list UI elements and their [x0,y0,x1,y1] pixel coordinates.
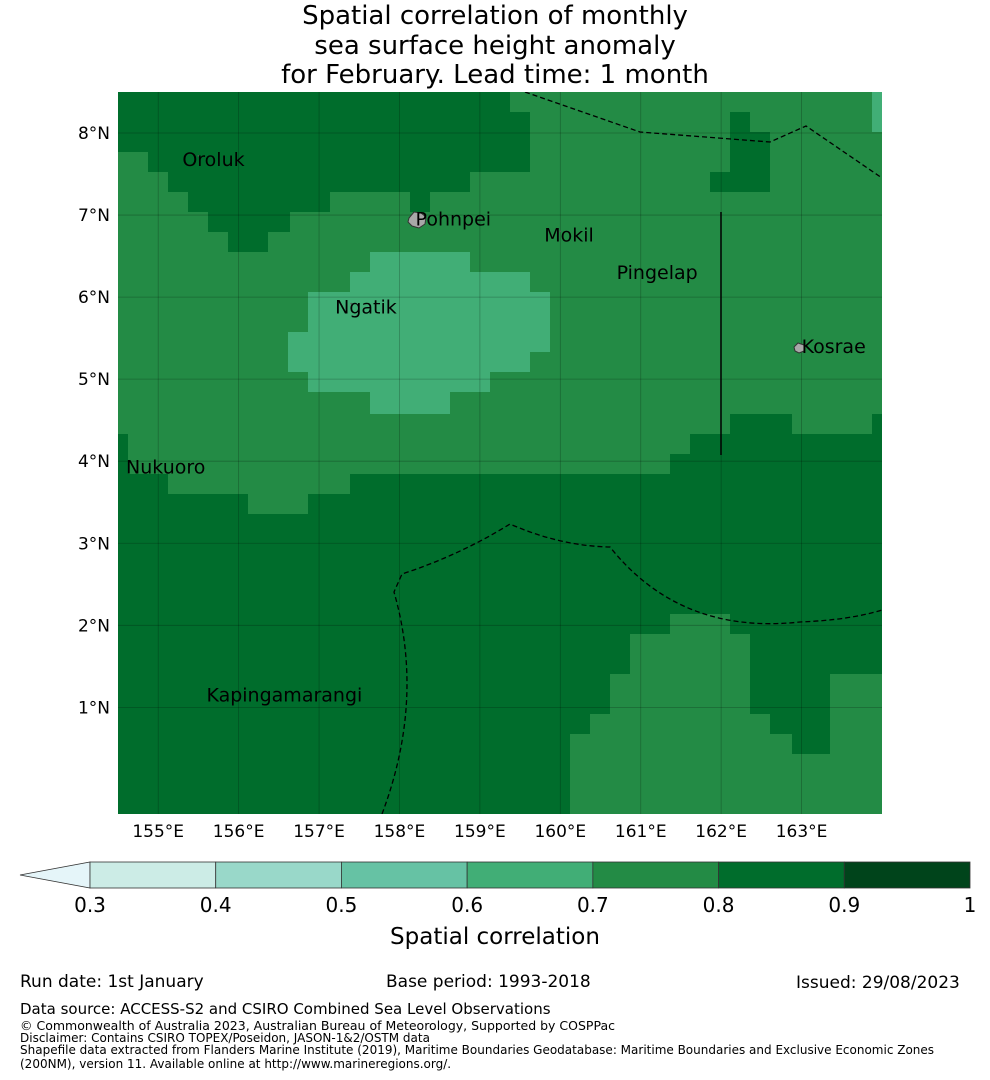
island-marker [631,268,634,270]
lat-tick-label: 7°N [78,206,110,226]
region-central-moderate-correlation [288,252,550,414]
island-label: Pohnpei [416,209,492,231]
islands: Oroluk Pohnpei Mokil Pingelap Ngatik Kosrae Nu… [126,149,866,707]
region-north-high-correlation [118,92,530,252]
title-line-1: Spatial correlation of monthly [302,1,688,31]
correlation-map: Oroluk Pohnpei Mokil Pingelap Ngatik Kosrae Nu… [118,92,882,814]
lat-tick-label: 1°N [78,698,110,718]
region-south-high-correlation [118,414,882,814]
title-line-3: for February. Lead time: 1 month [281,60,709,90]
eez-boundary-north [524,92,882,179]
eez-boundaries [381,92,882,814]
island-marker [221,690,224,693]
colorbar-segment [215,861,342,889]
colorbar-extend-arrow [19,861,91,889]
copyright: © Commonwealth of Australia 2023, Austra… [20,1018,615,1033]
colorbar-tick-label: 0.9 [828,893,860,917]
lat-tick-label: 8°N [78,124,110,144]
island-label: Pingelap [617,262,698,284]
lon-tick-label: 158°E [374,822,426,842]
island-marker [816,342,819,344]
title-line-2: sea surface height anomaly [314,30,676,61]
lat-tick-label: 2°N [78,616,110,636]
island-marker [350,302,352,305]
island-label: Oroluk [182,149,244,171]
shapefile-credit-line1: Shapefile data extracted from Flanders M… [20,1043,935,1057]
colorbar-tick-label: 1 [964,893,977,917]
colorbar-label: Spatial correlation [390,924,600,950]
colorbar-tick-label: 0.7 [577,893,609,917]
island-marker [141,462,143,465]
lon-tick-label: 159°E [454,822,506,842]
lon-tick-label: 155°E [132,822,184,842]
run-date: Run date: 1st January [20,972,204,992]
region-northeast-high-correlation [710,112,770,192]
island-marker [430,214,433,217]
lat-tick-label: 6°N [78,288,110,308]
chart-title: Spatial correlation of monthly sea surfa… [0,1,990,91]
island-label: Ngatik [335,297,397,319]
colorbar-tick-label: 0.6 [451,893,483,917]
pohnpei-island-shape [407,211,427,229]
lon-tick-label: 162°E [695,822,747,842]
lon-tick-label: 156°E [213,822,265,842]
gridlines [118,92,882,814]
colorbar-segment [718,861,845,889]
data-source: Data source: ACCESS-S2 and CSIRO Combine… [20,1000,551,1018]
base-period: Base period: 1993-2018 [386,972,591,992]
kosrae-island-shape [793,342,805,354]
colorbar-segment [466,861,594,889]
island-label: Kosrae [802,336,866,358]
colorbar-segment [89,861,217,889]
lon-tick-label: 157°E [293,822,345,842]
lat-tick-label: 4°N [78,452,110,472]
colorbar: 0.3 0.4 0.5 0.6 0.7 0.8 0.9 1 [19,861,977,917]
lat-tick-label: 5°N [78,370,110,390]
colorbar-tick-label: 0.3 [74,893,106,917]
island-marker [197,155,200,157]
region-corner-moderate-correlation [872,92,882,132]
colorbar-segment [341,861,468,889]
island-marker [559,230,562,233]
colorbar-tick-label: 0.8 [703,893,735,917]
island-label: Nukuoro [126,457,205,479]
lon-tick-label: 161°E [615,822,667,842]
shapefile-credit-line2: (200NM), version 11. Available online at… [20,1057,452,1071]
lon-tick-label: 160°E [534,822,586,842]
map-figure: Oroluk Pohnpei Mokil Pingelap Ngatik Kosrae Nu… [19,92,977,950]
lat-tick-label: 3°N [78,534,110,554]
island-label: Mokil [544,224,594,246]
colorbar-segment [592,861,719,889]
colorbar-tick-label: 0.5 [326,893,358,917]
axis-labels: 155°E 156°E 157°E 158°E 159°E 160°E 161°E 162°E… [78,124,827,842]
colorbar-segment [843,861,971,889]
disclaimer: Disclaimer: Contains CSIRO TOPEX/Poseido… [20,1031,430,1045]
island-label: Kapingamarangi [206,685,362,707]
lon-tick-label: 163°E [776,822,828,842]
issued-date: Issued: 29/08/2023 [796,973,960,993]
colorbar-tick-label: 0.4 [200,893,232,917]
eez-boundary-south [381,523,882,814]
